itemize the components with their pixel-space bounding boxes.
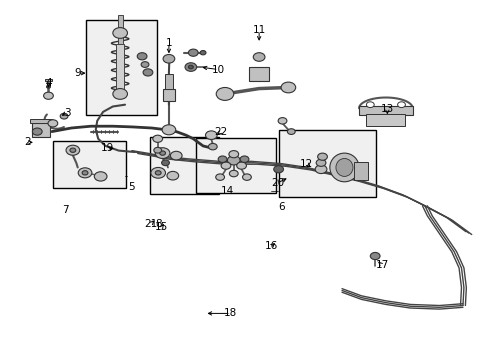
- Circle shape: [184, 63, 196, 71]
- Text: 13: 13: [380, 104, 393, 114]
- Text: 3: 3: [63, 108, 70, 118]
- Ellipse shape: [329, 153, 358, 182]
- Text: 5: 5: [128, 182, 134, 192]
- Circle shape: [273, 166, 283, 173]
- Circle shape: [82, 171, 88, 175]
- Circle shape: [397, 102, 405, 108]
- Circle shape: [316, 159, 325, 166]
- Circle shape: [236, 162, 246, 169]
- Circle shape: [240, 156, 248, 162]
- Circle shape: [163, 54, 174, 63]
- Circle shape: [143, 69, 153, 76]
- Bar: [116, 44, 124, 94]
- Circle shape: [154, 147, 161, 153]
- Circle shape: [32, 128, 42, 135]
- Text: 19: 19: [100, 143, 113, 153]
- Bar: [30, 119, 52, 123]
- Circle shape: [208, 143, 217, 150]
- Circle shape: [137, 53, 147, 60]
- Bar: [164, 74, 172, 89]
- Circle shape: [151, 167, 165, 178]
- Text: 20: 20: [270, 178, 284, 188]
- Circle shape: [221, 162, 230, 169]
- Circle shape: [281, 82, 295, 93]
- Bar: [150, 137, 218, 194]
- Text: 1: 1: [165, 38, 172, 48]
- Circle shape: [60, 113, 68, 119]
- Circle shape: [94, 172, 107, 181]
- Bar: [353, 162, 367, 180]
- Bar: [44, 78, 52, 81]
- Circle shape: [287, 129, 295, 134]
- Circle shape: [216, 87, 233, 100]
- Circle shape: [253, 53, 264, 61]
- Text: 7: 7: [62, 206, 69, 216]
- Text: 16: 16: [264, 241, 277, 251]
- Circle shape: [200, 50, 205, 55]
- Ellipse shape: [335, 158, 352, 176]
- Circle shape: [46, 85, 50, 88]
- Text: 21: 21: [144, 219, 157, 229]
- Circle shape: [205, 131, 217, 139]
- Circle shape: [166, 171, 178, 180]
- Text: 10: 10: [212, 64, 225, 75]
- Circle shape: [162, 125, 175, 135]
- Bar: [249, 67, 268, 81]
- Text: 8: 8: [155, 219, 161, 229]
- Bar: [366, 114, 405, 126]
- Circle shape: [155, 148, 169, 158]
- Bar: [118, 15, 122, 44]
- Circle shape: [188, 65, 193, 69]
- Text: 18: 18: [224, 309, 237, 318]
- Text: 4: 4: [45, 78, 52, 88]
- Text: 2: 2: [24, 138, 31, 147]
- Circle shape: [369, 252, 379, 260]
- Circle shape: [153, 135, 162, 142]
- Circle shape: [228, 150, 238, 158]
- Circle shape: [141, 62, 149, 67]
- Bar: [358, 107, 412, 116]
- Circle shape: [242, 174, 251, 180]
- Circle shape: [78, 168, 92, 178]
- Circle shape: [317, 153, 327, 160]
- Circle shape: [159, 151, 165, 155]
- Circle shape: [161, 160, 169, 166]
- Bar: [32, 123, 50, 137]
- Circle shape: [227, 156, 240, 165]
- Circle shape: [170, 151, 182, 160]
- Circle shape: [188, 49, 198, 56]
- Circle shape: [315, 165, 326, 174]
- Circle shape: [366, 102, 373, 108]
- Circle shape: [229, 170, 238, 177]
- Circle shape: [218, 156, 226, 162]
- Circle shape: [113, 28, 127, 39]
- Bar: [86, 21, 157, 116]
- Text: 11: 11: [252, 25, 265, 35]
- Circle shape: [48, 120, 58, 127]
- Text: 15: 15: [155, 222, 168, 232]
- Text: 6: 6: [277, 202, 284, 212]
- Bar: [53, 140, 126, 188]
- Circle shape: [43, 92, 53, 99]
- Circle shape: [113, 89, 127, 99]
- Bar: [163, 89, 174, 101]
- Text: 12: 12: [300, 159, 313, 169]
- Circle shape: [155, 171, 161, 175]
- Circle shape: [70, 148, 76, 152]
- Bar: [195, 138, 276, 193]
- Text: 14: 14: [221, 186, 234, 197]
- Text: 22: 22: [214, 127, 227, 136]
- Text: 17: 17: [375, 260, 388, 270]
- Circle shape: [66, 145, 80, 155]
- Text: 9: 9: [74, 68, 81, 78]
- Bar: [278, 130, 375, 197]
- Circle shape: [215, 174, 224, 180]
- Circle shape: [278, 118, 286, 124]
